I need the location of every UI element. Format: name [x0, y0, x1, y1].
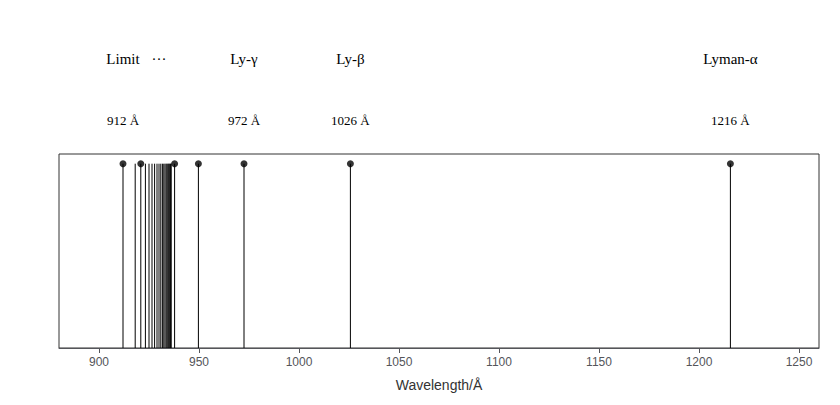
svg-text:1200: 1200: [686, 355, 713, 369]
svg-text:1216 Å: 1216 Å: [711, 113, 750, 128]
svg-text:Wavelength/Å: Wavelength/Å: [396, 377, 483, 393]
svg-text:Limit: Limit: [106, 51, 140, 67]
svg-text:912 Å: 912 Å: [107, 113, 140, 128]
svg-text:···: ···: [152, 51, 167, 67]
svg-text:Ly-γ: Ly-γ: [230, 51, 258, 67]
svg-text:Lyman-α: Lyman-α: [703, 51, 758, 67]
svg-text:1026 Å: 1026 Å: [331, 113, 370, 128]
svg-text:1000: 1000: [286, 355, 313, 369]
svg-text:900: 900: [89, 355, 109, 369]
svg-text:1150: 1150: [586, 355, 612, 369]
svg-text:Ly-β: Ly-β: [336, 51, 364, 67]
svg-text:1100: 1100: [486, 355, 512, 369]
svg-text:950: 950: [189, 355, 209, 369]
svg-text:1250: 1250: [786, 355, 813, 369]
svg-text:972 Å: 972 Å: [228, 113, 261, 128]
svg-text:1050: 1050: [386, 355, 413, 369]
